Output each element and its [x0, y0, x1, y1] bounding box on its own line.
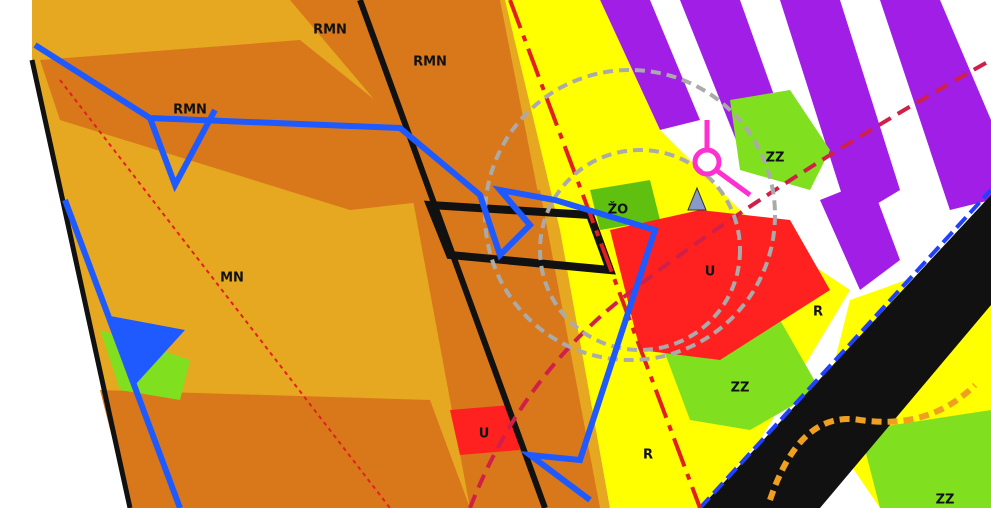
- zone-label: U: [705, 265, 716, 280]
- red-dashed: [468, 58, 991, 508]
- symbol: [692, 120, 752, 198]
- zone-u: [610, 210, 830, 360]
- boundary: [698, 188, 991, 508]
- zone-label: MN: [220, 271, 244, 286]
- zone-label: RMN: [173, 103, 207, 118]
- orange-dashed: [767, 382, 978, 501]
- blue-boundary: [147, 108, 218, 193]
- black-line: [29, 59, 133, 508]
- zone-zz: [730, 90, 830, 190]
- zone-label: U: [479, 427, 490, 442]
- zone-zz: [860, 410, 991, 508]
- zone-label: ZZ: [766, 151, 785, 166]
- zone-label: SZ: [791, 493, 810, 508]
- purple-stripes: [600, 0, 991, 290]
- zone-label: RMN: [413, 55, 447, 70]
- zone-label: ŽO: [608, 202, 628, 218]
- zone-rmn: [40, 40, 440, 210]
- zone-label: RMN: [313, 23, 347, 38]
- zone-label: ZZ: [731, 381, 750, 396]
- zone-rmn: [100, 390, 470, 508]
- blue-triangle: [105, 315, 185, 385]
- triangle-marker: [687, 186, 707, 211]
- zone-label: R: [643, 448, 653, 463]
- circle: [538, 148, 742, 352]
- blue-boundary: [33, 42, 659, 503]
- red-dotted: [59, 79, 391, 508]
- labels: RMN RMN RMN MN ŽO ZZ U R ZZ U R SZ ZZ: [173, 23, 954, 508]
- zone-label: ZZ: [936, 493, 955, 508]
- red-dashed: [508, 0, 702, 508]
- zone-label: R: [813, 305, 823, 320]
